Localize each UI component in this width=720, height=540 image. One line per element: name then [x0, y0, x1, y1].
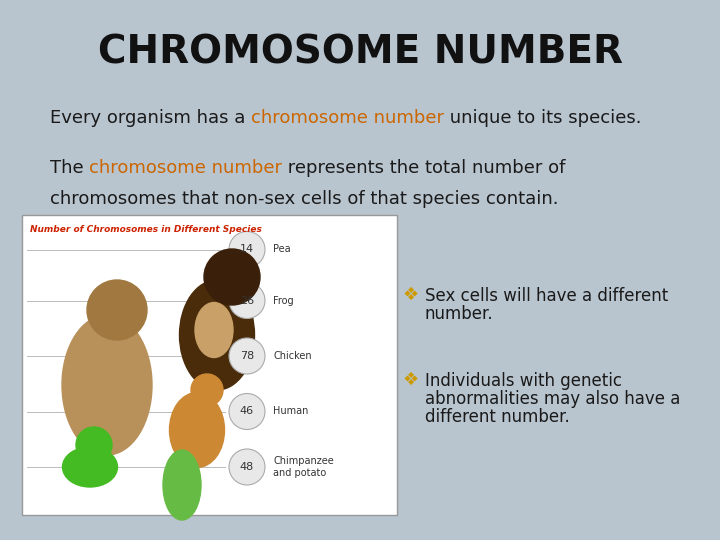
Text: different number.: different number.	[425, 408, 570, 426]
Ellipse shape	[169, 393, 225, 468]
Text: 14: 14	[240, 245, 254, 254]
Text: Number of Chromosomes in Different Species: Number of Chromosomes in Different Speci…	[30, 225, 262, 233]
Text: unique to its species.: unique to its species.	[444, 109, 642, 127]
Text: Chimpanzee
and potato: Chimpanzee and potato	[273, 456, 334, 478]
Text: chromosome number: chromosome number	[251, 109, 444, 127]
Ellipse shape	[62, 315, 152, 455]
Circle shape	[204, 249, 260, 305]
Text: chromosome number: chromosome number	[89, 159, 282, 177]
FancyBboxPatch shape	[22, 215, 397, 515]
Text: 26: 26	[240, 295, 254, 306]
Text: The: The	[50, 159, 89, 177]
Text: number.: number.	[425, 305, 494, 323]
Circle shape	[87, 280, 147, 340]
Text: ❖: ❖	[402, 286, 418, 304]
Text: 48: 48	[240, 462, 254, 472]
Ellipse shape	[63, 447, 117, 487]
Text: represents the total number of: represents the total number of	[282, 159, 566, 177]
Text: Sex cells will have a different: Sex cells will have a different	[425, 287, 668, 305]
Ellipse shape	[195, 302, 233, 357]
Text: ❖: ❖	[402, 371, 418, 389]
Circle shape	[229, 449, 265, 485]
Text: Every organism has a: Every organism has a	[50, 109, 251, 127]
Text: chromosomes that non-sex cells of that species contain.: chromosomes that non-sex cells of that s…	[50, 190, 559, 208]
Ellipse shape	[163, 450, 201, 520]
Text: 46: 46	[240, 407, 254, 416]
Text: 78: 78	[240, 351, 254, 361]
Circle shape	[191, 374, 223, 406]
Text: Chicken: Chicken	[273, 351, 312, 361]
Circle shape	[229, 338, 265, 374]
Circle shape	[229, 394, 265, 429]
Text: CHROMOSOME NUMBER: CHROMOSOME NUMBER	[97, 33, 623, 71]
Circle shape	[229, 282, 265, 319]
Circle shape	[76, 427, 112, 463]
Text: Human: Human	[273, 407, 308, 416]
Text: Pea: Pea	[273, 245, 291, 254]
Text: Individuals with genetic: Individuals with genetic	[425, 372, 622, 390]
Text: abnormalities may also have a: abnormalities may also have a	[425, 390, 680, 408]
Text: Frog: Frog	[273, 295, 294, 306]
Ellipse shape	[179, 280, 254, 390]
Circle shape	[229, 232, 265, 267]
